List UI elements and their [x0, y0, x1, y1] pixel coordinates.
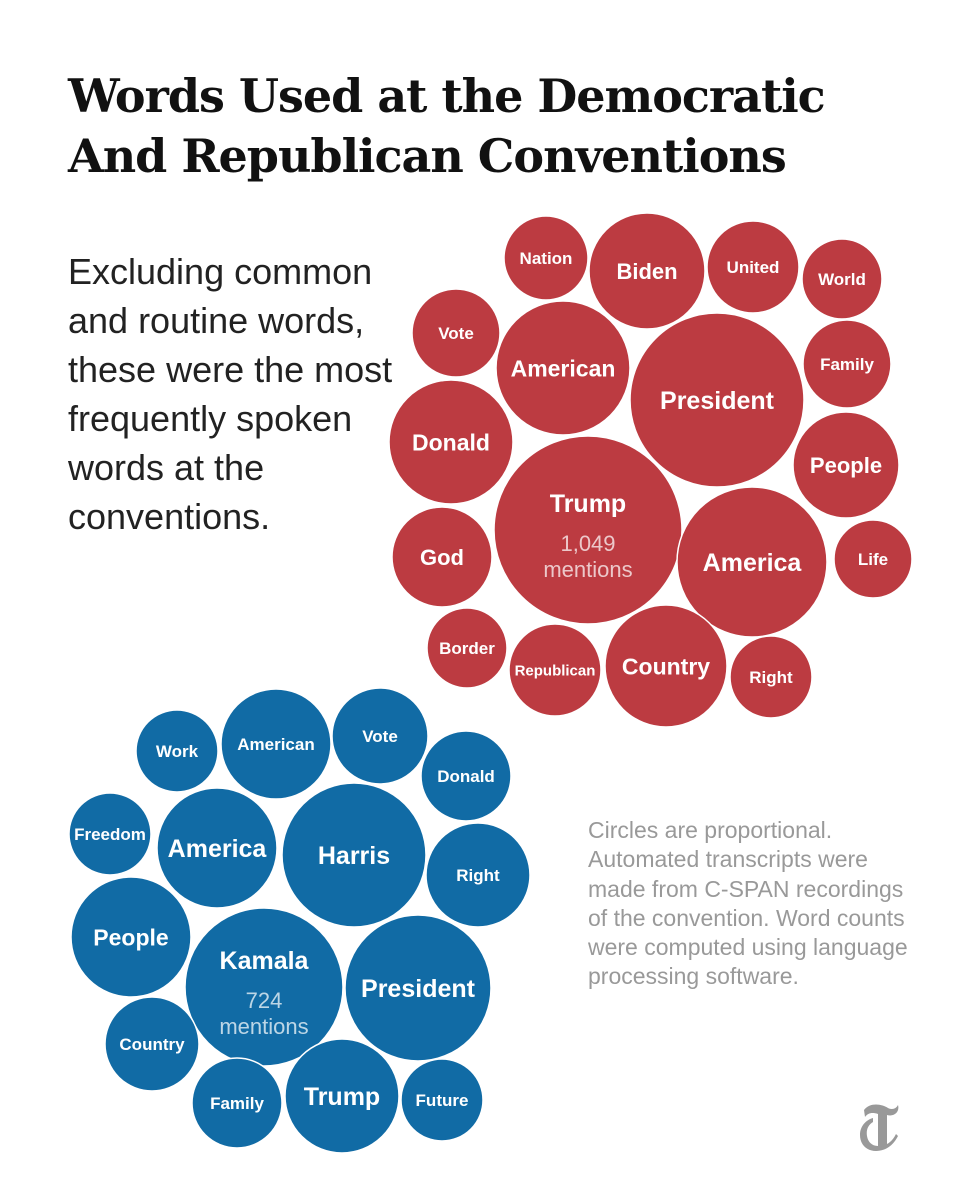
bubble-life	[833, 519, 913, 599]
bubble-american	[220, 688, 332, 800]
bubble-united	[706, 220, 800, 314]
bubble-american	[495, 300, 631, 436]
bubble-label-america: America	[703, 549, 803, 577]
bubble-family	[191, 1057, 283, 1149]
nyt-t-logo-icon	[860, 1104, 899, 1151]
bubble-label-world: World	[818, 270, 866, 289]
bubble-label-harris: Harris	[318, 842, 390, 870]
bubble-label-kamala: Kamala	[220, 947, 310, 975]
bubble-label-america: America	[168, 835, 268, 863]
bubble-people	[70, 876, 192, 998]
bubble-label-country: Country	[119, 1035, 185, 1054]
bubble-nation	[503, 215, 589, 301]
title-line-1: Words Used at the Democratic	[68, 69, 826, 123]
bubble-work	[135, 709, 219, 793]
bubble-trump	[284, 1038, 400, 1154]
bubble-label-people: People	[93, 924, 168, 950]
chart-description: Excluding common and routine words, thes…	[68, 251, 393, 537]
bubble-label-border: Border	[439, 639, 495, 658]
bubble-label-president: President	[660, 387, 775, 415]
bubble-label-trump: Trump	[304, 1083, 380, 1111]
bubble-country	[604, 604, 728, 728]
bubble-label-god: God	[420, 545, 464, 570]
bubble-harris	[281, 782, 427, 928]
bubble-label-family: Family	[820, 355, 874, 374]
bubble-label-freedom: Freedom	[74, 825, 146, 844]
bubble-vote	[411, 288, 501, 378]
bubble-label-future: Future	[416, 1091, 469, 1110]
bubble-label-life: Life	[858, 550, 888, 569]
bubble-right	[729, 635, 813, 719]
methodology-note: Circles are proportional. Automated tran…	[588, 817, 908, 990]
bubble-god	[391, 506, 493, 608]
bubble-family	[802, 319, 892, 409]
bubble-president	[344, 914, 492, 1062]
bubble-biden	[588, 212, 706, 330]
bubble-future	[400, 1058, 484, 1142]
page-title: Words Used at the Democratic And Republi…	[68, 66, 928, 186]
bubble-people	[792, 411, 900, 519]
bubble-label-united: United	[727, 258, 780, 277]
bubble-trump	[493, 435, 683, 625]
bubble-label-president: President	[361, 975, 476, 1003]
bubble-vote	[331, 687, 429, 785]
bubble-count-kamala: 724	[246, 988, 283, 1013]
bubble-kamala	[184, 907, 344, 1067]
bubble-president	[629, 312, 805, 488]
bubble-right	[425, 822, 531, 928]
bubble-unit-trump: mentions	[543, 557, 632, 582]
bubble-label-donald: Donald	[412, 429, 490, 455]
bubble-label-biden: Biden	[616, 259, 677, 284]
bubble-republican	[508, 623, 602, 717]
bubble-border	[426, 607, 508, 689]
bubble-label-american: American	[237, 735, 314, 754]
bubble-label-people: People	[810, 453, 882, 478]
bubble-label-vote: Vote	[362, 727, 398, 746]
bubble-label-republican: Republican	[515, 662, 596, 679]
bubble-world	[801, 238, 883, 320]
bubble-label-right: Right	[749, 668, 793, 687]
bubble-america	[156, 787, 278, 909]
title-line-2: And Republican Conventions	[68, 129, 787, 183]
bubble-label-right: Right	[456, 866, 500, 885]
bubble-label-work: Work	[156, 742, 199, 761]
bubble-label-american: American	[511, 355, 616, 381]
bubble-donald	[420, 730, 512, 822]
bubble-label-country: Country	[622, 653, 710, 679]
bubble-label-family: Family	[210, 1094, 264, 1113]
bubble-donald	[388, 379, 514, 505]
bubble-country	[104, 996, 200, 1092]
bubble-label-vote: Vote	[438, 324, 474, 343]
bubble-label-trump: Trump	[550, 490, 626, 518]
bubble-unit-kamala: mentions	[219, 1014, 308, 1039]
bubble-count-trump: 1,049	[560, 531, 615, 556]
bubble-freedom	[68, 792, 152, 876]
bubble-label-donald: Donald	[437, 767, 495, 786]
bubble-america	[676, 486, 828, 638]
bubble-label-nation: Nation	[520, 249, 573, 268]
